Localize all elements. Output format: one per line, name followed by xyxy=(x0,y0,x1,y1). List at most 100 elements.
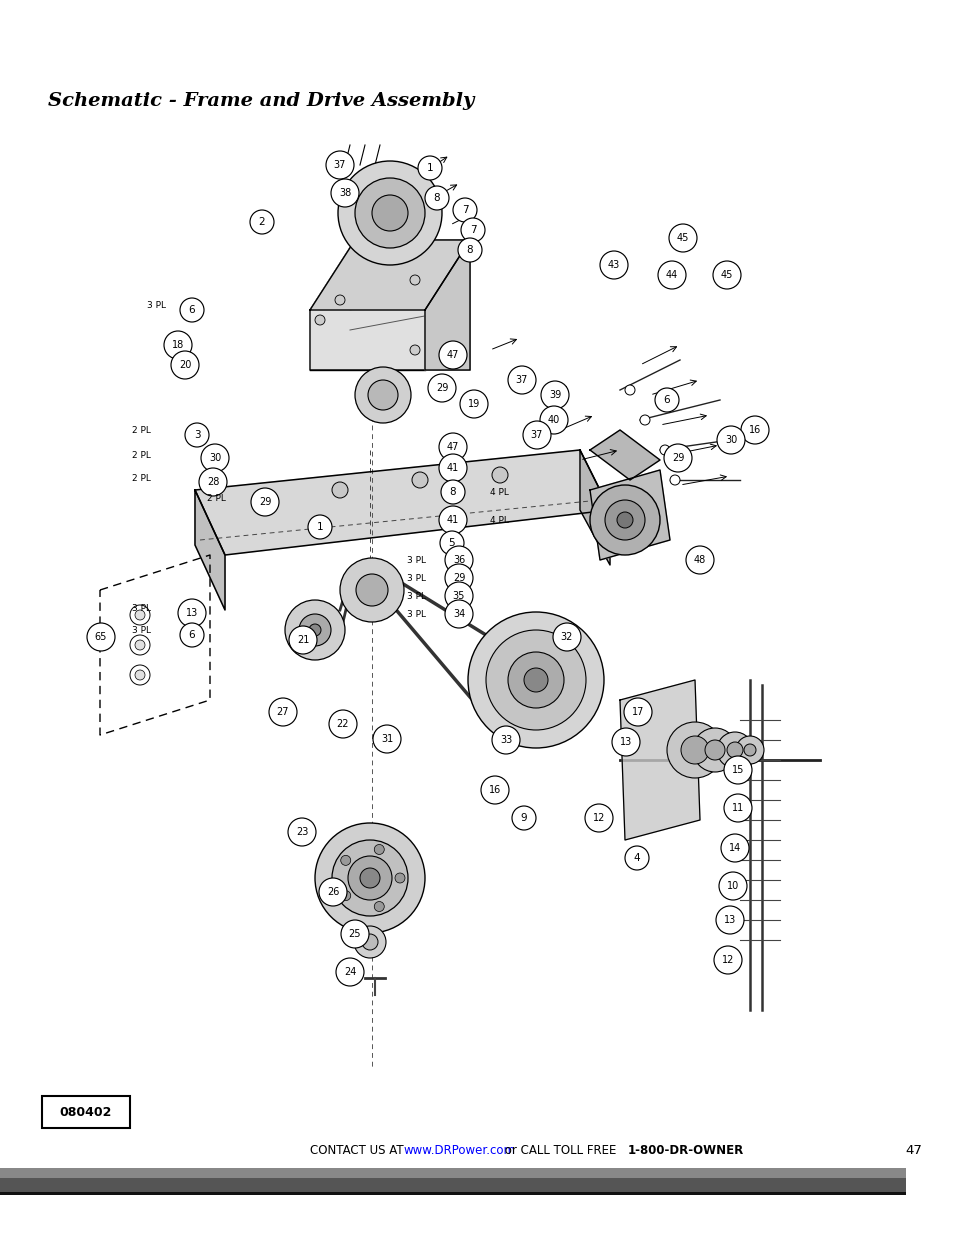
Text: 32: 32 xyxy=(560,632,573,642)
Circle shape xyxy=(468,613,603,748)
Polygon shape xyxy=(589,430,659,480)
Text: 23: 23 xyxy=(295,827,308,837)
Text: 9: 9 xyxy=(520,813,527,823)
Circle shape xyxy=(453,198,476,222)
Circle shape xyxy=(135,610,145,620)
Text: 39: 39 xyxy=(548,390,560,400)
Text: 15: 15 xyxy=(731,764,743,776)
Text: 29: 29 xyxy=(453,573,465,583)
Polygon shape xyxy=(579,450,609,564)
Text: 3 PL: 3 PL xyxy=(407,610,426,619)
Text: 4: 4 xyxy=(633,853,639,863)
Text: 34: 34 xyxy=(453,609,465,619)
Circle shape xyxy=(438,506,467,534)
Text: 3 PL: 3 PL xyxy=(407,592,426,600)
Circle shape xyxy=(130,605,150,625)
Circle shape xyxy=(348,856,392,900)
Text: 080402: 080402 xyxy=(60,1105,112,1119)
Circle shape xyxy=(130,664,150,685)
Circle shape xyxy=(87,622,115,651)
Circle shape xyxy=(716,906,743,934)
Circle shape xyxy=(410,345,419,354)
Text: 10: 10 xyxy=(726,881,739,890)
Circle shape xyxy=(444,564,473,592)
Circle shape xyxy=(723,794,751,823)
Text: 41: 41 xyxy=(446,463,458,473)
Polygon shape xyxy=(310,240,470,370)
Circle shape xyxy=(507,652,563,708)
Text: 19: 19 xyxy=(467,399,479,409)
Circle shape xyxy=(438,433,467,461)
Text: 41: 41 xyxy=(446,515,458,525)
Text: 40: 40 xyxy=(547,415,559,425)
Text: 47: 47 xyxy=(904,1144,921,1156)
Text: 6: 6 xyxy=(663,395,670,405)
Circle shape xyxy=(624,846,648,869)
Text: 37: 37 xyxy=(334,161,346,170)
Circle shape xyxy=(135,640,145,650)
Circle shape xyxy=(329,710,356,739)
Circle shape xyxy=(459,390,488,417)
Circle shape xyxy=(250,210,274,233)
Circle shape xyxy=(663,445,691,472)
Text: 35: 35 xyxy=(453,592,465,601)
Circle shape xyxy=(314,315,325,325)
Text: CONTACT US AT: CONTACT US AT xyxy=(310,1144,407,1156)
Bar xyxy=(0,1178,905,1192)
Circle shape xyxy=(623,698,651,726)
Text: 28: 28 xyxy=(207,477,219,487)
Text: 36: 36 xyxy=(453,555,465,564)
Circle shape xyxy=(412,472,428,488)
Circle shape xyxy=(337,161,441,266)
Circle shape xyxy=(340,890,351,900)
Text: 16: 16 xyxy=(748,425,760,435)
Circle shape xyxy=(655,388,679,412)
Circle shape xyxy=(658,261,685,289)
Text: 21: 21 xyxy=(296,635,309,645)
Text: 6: 6 xyxy=(189,630,195,640)
Text: 13: 13 xyxy=(186,608,198,618)
Text: 2: 2 xyxy=(258,217,265,227)
Circle shape xyxy=(164,331,192,359)
Circle shape xyxy=(712,261,740,289)
Text: 2 PL: 2 PL xyxy=(132,451,151,459)
Circle shape xyxy=(639,415,649,425)
Text: 33: 33 xyxy=(499,735,512,745)
Circle shape xyxy=(480,776,509,804)
Circle shape xyxy=(335,958,364,986)
Circle shape xyxy=(355,178,424,248)
Text: 45: 45 xyxy=(676,233,688,243)
Text: 43: 43 xyxy=(607,261,619,270)
Text: 20: 20 xyxy=(178,359,191,370)
Text: 30: 30 xyxy=(724,435,737,445)
Circle shape xyxy=(720,834,748,862)
Text: 44: 44 xyxy=(665,270,678,280)
Polygon shape xyxy=(310,240,470,310)
Circle shape xyxy=(540,382,568,409)
Circle shape xyxy=(685,546,713,574)
Circle shape xyxy=(374,902,384,911)
Text: 47: 47 xyxy=(446,442,458,452)
Text: 30: 30 xyxy=(209,453,221,463)
Text: 7: 7 xyxy=(461,205,468,215)
Text: 2 PL: 2 PL xyxy=(132,473,151,483)
Circle shape xyxy=(624,385,635,395)
Circle shape xyxy=(668,224,697,252)
Circle shape xyxy=(354,926,386,958)
Text: or CALL TOLL FREE: or CALL TOLL FREE xyxy=(500,1144,619,1156)
Text: 4 PL: 4 PL xyxy=(490,488,508,496)
Text: 1: 1 xyxy=(316,522,323,532)
Circle shape xyxy=(485,630,585,730)
Circle shape xyxy=(180,298,204,322)
Text: 7: 7 xyxy=(469,225,476,235)
Circle shape xyxy=(308,515,332,538)
Circle shape xyxy=(666,722,722,778)
Circle shape xyxy=(612,727,639,756)
Circle shape xyxy=(704,740,724,760)
Circle shape xyxy=(492,726,519,755)
Circle shape xyxy=(740,416,768,445)
Circle shape xyxy=(298,614,331,646)
Circle shape xyxy=(457,238,481,262)
Circle shape xyxy=(199,468,227,496)
Circle shape xyxy=(438,454,467,482)
